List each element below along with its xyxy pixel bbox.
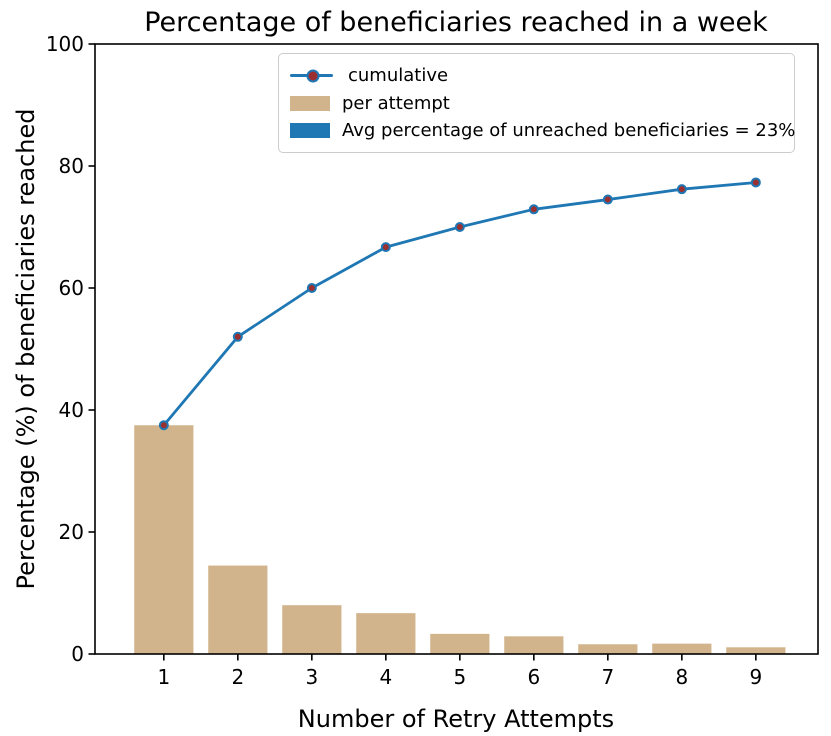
y-tick-label: 40 xyxy=(59,398,84,422)
legend-line-marker-swatch xyxy=(290,68,336,84)
x-tick-label: 8 xyxy=(675,665,688,689)
legend-item-per-attempt: per attempt xyxy=(290,93,786,114)
x-tick-label: 5 xyxy=(453,665,466,689)
marker-attempt-9 xyxy=(750,177,761,188)
legend-avg-swatch-icon xyxy=(290,122,330,138)
y-tick-label: 20 xyxy=(59,520,84,544)
y-tick-label: 0 xyxy=(71,642,84,666)
marker-attempt-3 xyxy=(306,283,317,293)
x-tick-label: 4 xyxy=(379,665,392,689)
bar-attempt-7 xyxy=(578,644,638,654)
marker-attempt-2 xyxy=(232,331,243,342)
x-axis-label: Number of Retry Attempts xyxy=(298,705,614,733)
y-tick-label: 100 xyxy=(46,32,84,56)
x-tick-label: 1 xyxy=(157,665,170,689)
legend: cumulative per attempt Avg percentage of… xyxy=(278,53,795,153)
bar-attempt-1 xyxy=(134,425,194,654)
legend-label-cumulative: cumulative xyxy=(348,65,449,87)
chart-title: Percentage of beneficiaries reached in a… xyxy=(144,7,768,38)
marker-attempt-4 xyxy=(380,242,391,253)
legend-label-avg-unreached: Avg percentage of unreached beneficiarie… xyxy=(342,119,796,141)
x-tick-label: 7 xyxy=(601,665,614,689)
marker-attempt-5 xyxy=(454,222,465,232)
bar-attempt-2 xyxy=(208,565,268,654)
y-axis-label: Percentage (%) of beneficiaries reached xyxy=(12,109,40,590)
x-tick-label: 6 xyxy=(527,665,540,689)
legend-item-avg-unreached: Avg percentage of unreached beneficiarie… xyxy=(290,120,795,141)
marker-attempt-1 xyxy=(158,420,169,431)
plot-area: 1 2 3 4 5 6 7 8 9 0 20 40 60 80 100 xyxy=(46,32,819,689)
cumulative-line xyxy=(162,181,756,427)
legend-marker-icon xyxy=(306,69,320,83)
bar-attempt-9 xyxy=(726,647,786,654)
plot-border xyxy=(94,43,819,655)
bar-attempt-8 xyxy=(652,643,712,654)
legend-bar-swatch-icon xyxy=(290,95,330,111)
marker-attempt-7 xyxy=(602,194,613,205)
marker-attempt-8 xyxy=(676,184,687,195)
legend-label-per-attempt: per attempt xyxy=(342,92,450,114)
bar-attempt-3 xyxy=(282,605,342,654)
bar-attempt-4 xyxy=(356,613,416,654)
bar-attempt-5 xyxy=(430,633,490,654)
x-tick-label: 2 xyxy=(231,665,244,689)
x-tick-label: 9 xyxy=(749,665,762,689)
x-tick-label: 3 xyxy=(305,665,318,689)
y-tick-label: 80 xyxy=(59,154,84,178)
bar-attempt-6 xyxy=(504,636,564,654)
marker-attempt-6 xyxy=(528,204,539,215)
y-tick-label: 60 xyxy=(59,276,84,300)
legend-item-cumulative: cumulative xyxy=(290,65,786,86)
